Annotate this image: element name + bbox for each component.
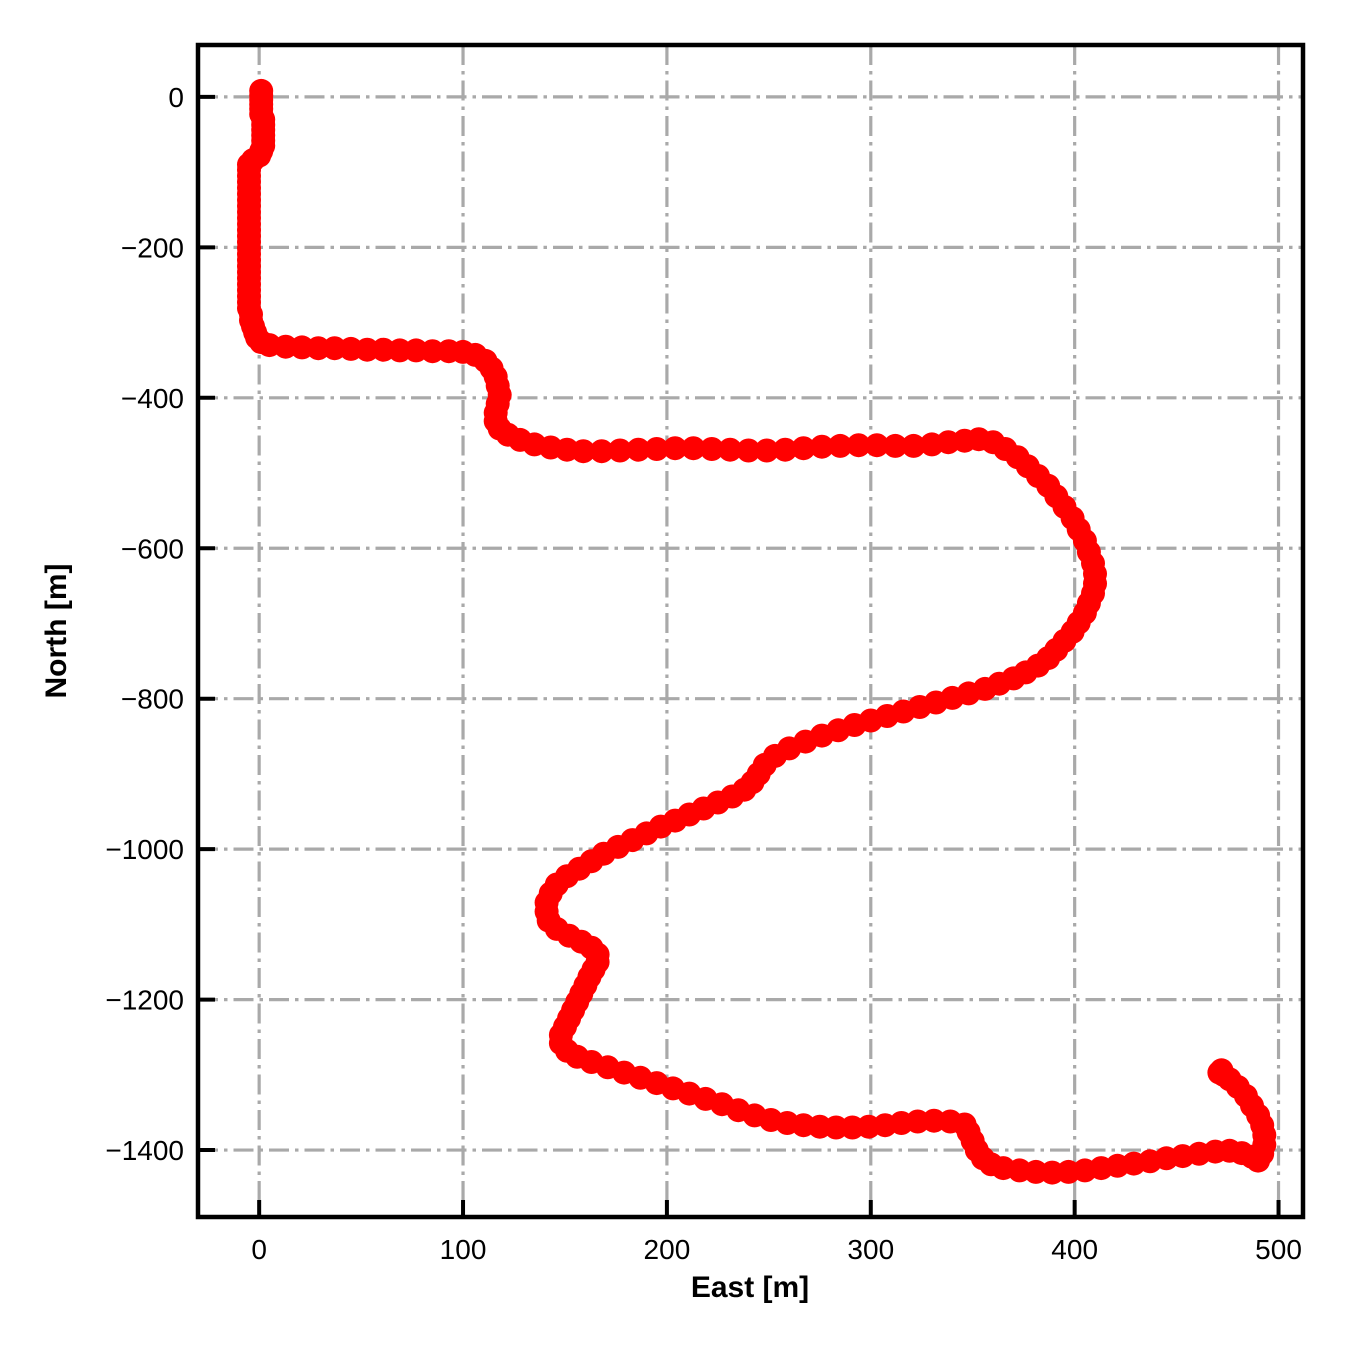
y-tick-label: −1200 xyxy=(105,985,184,1016)
y-tick-label: 0 xyxy=(168,82,184,113)
y-tick-label: −400 xyxy=(121,383,184,414)
trajectory-point xyxy=(773,437,798,462)
trajectory-point xyxy=(1209,1058,1234,1083)
y-tick-label: −1400 xyxy=(105,1135,184,1166)
trajectory-point xyxy=(809,434,834,459)
trajectory-point xyxy=(663,436,688,461)
plot-border xyxy=(195,42,1306,1220)
trajectory-point xyxy=(791,436,816,461)
trajectory-point xyxy=(608,438,632,463)
y-axis-label: North [m] xyxy=(40,564,73,699)
trajectory-point xyxy=(589,439,614,464)
tick-labels: 0 100 200 300 400 500 0 −200 −400 −600 −800 −1000 −1… xyxy=(105,82,1302,1265)
trajectory-point xyxy=(699,437,724,461)
x-tick-label: 300 xyxy=(847,1234,894,1265)
x-tick-label: 100 xyxy=(440,1234,487,1265)
trajectory-point xyxy=(846,433,871,458)
trajectory-point xyxy=(571,439,596,464)
trajectory-point xyxy=(864,433,889,458)
x-tick-label: 500 xyxy=(1255,1234,1302,1265)
trajectory-point xyxy=(736,438,761,463)
y-tick-label: −600 xyxy=(121,533,184,564)
x-axis-label: East [m] xyxy=(691,1271,809,1304)
y-tick-label: −800 xyxy=(121,684,184,715)
trajectory-point xyxy=(883,433,908,458)
trajectory-line xyxy=(241,83,1272,1181)
x-tick-label: 200 xyxy=(644,1234,691,1265)
x-tick-label: 0 xyxy=(251,1234,267,1265)
gridlines xyxy=(198,45,1303,1217)
trajectory-point xyxy=(681,436,706,461)
y-tick-label: −1000 xyxy=(105,834,184,865)
trajectory-series xyxy=(237,78,1277,1185)
axis-ticks xyxy=(198,94,1281,1217)
trajectory-point xyxy=(754,438,779,463)
trajectory-point xyxy=(718,437,743,462)
trajectory-point xyxy=(626,437,651,462)
trajectory-point xyxy=(644,437,669,461)
trajectory-point xyxy=(901,433,926,458)
trajectory-point xyxy=(828,433,853,458)
y-tick-label: −200 xyxy=(121,232,184,263)
x-tick-label: 400 xyxy=(1051,1234,1098,1265)
